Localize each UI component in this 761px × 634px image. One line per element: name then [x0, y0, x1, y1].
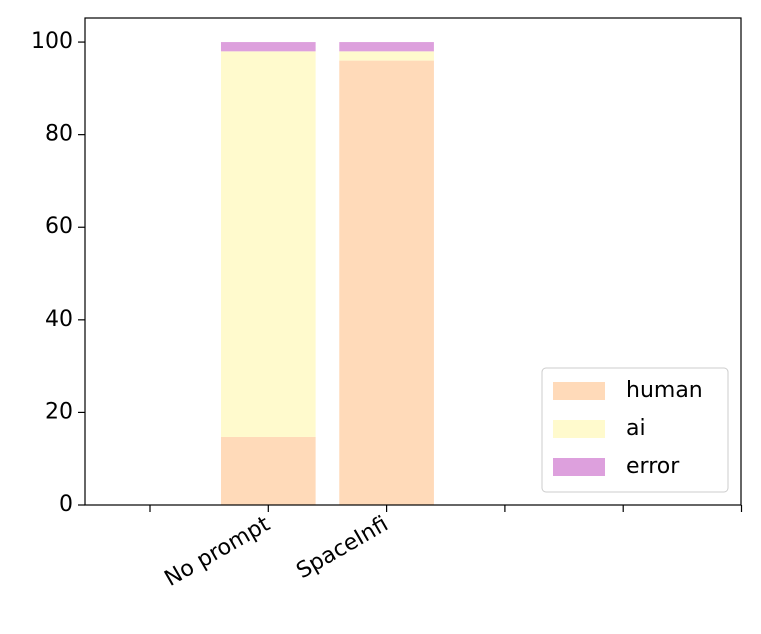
- y-tick-label: 0: [59, 492, 73, 517]
- x-tick-label: No prompt: [161, 512, 275, 592]
- legend: human ai error: [541, 367, 729, 493]
- bar-segment: [339, 60, 434, 505]
- y-tick-label: 60: [45, 214, 73, 239]
- legend-swatch: [553, 420, 605, 438]
- bar-segment: [220, 436, 316, 505]
- plot-frame: [84, 17, 742, 506]
- x-tick-label: SpaceInfi: [292, 512, 392, 584]
- y-tick-label: 100: [31, 29, 73, 54]
- legend-label: human: [626, 378, 703, 403]
- legend-swatch: [553, 382, 605, 400]
- legend-label: ai: [626, 416, 646, 441]
- y-tick-label: 40: [45, 307, 73, 332]
- legend-swatch: [553, 458, 605, 476]
- bar-segment: [339, 51, 434, 61]
- y-tick-label: 80: [45, 122, 73, 147]
- bar-segment: [220, 42, 316, 52]
- bar-segment: [339, 42, 434, 52]
- bar-segment: [220, 51, 316, 437]
- y-tick-label: 20: [45, 399, 73, 424]
- legend-label: error: [626, 454, 680, 479]
